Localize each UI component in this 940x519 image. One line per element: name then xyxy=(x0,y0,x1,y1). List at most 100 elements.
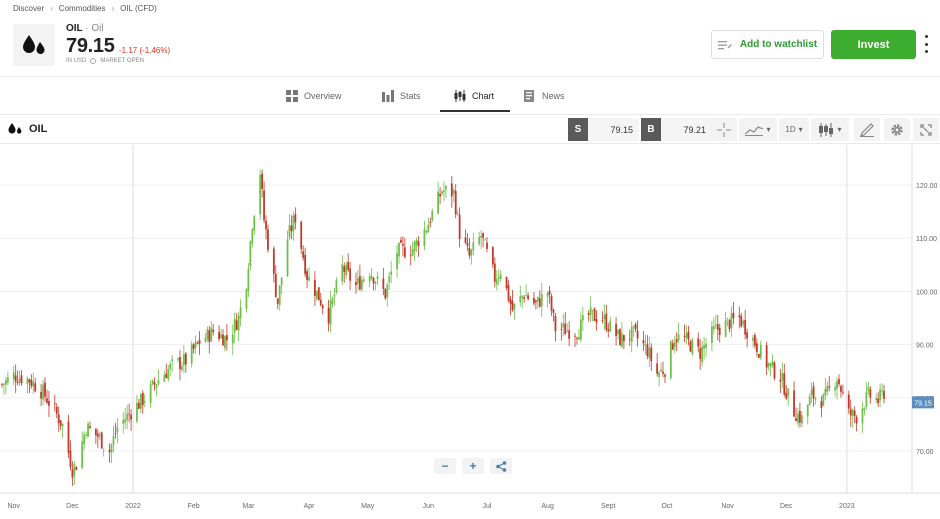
candle-body xyxy=(701,346,704,363)
breadcrumb-current: OIL (CFD) xyxy=(120,4,157,13)
candle-body xyxy=(167,369,170,380)
candle-body xyxy=(149,384,152,404)
more-options-icon[interactable] xyxy=(922,35,930,53)
breadcrumb-discover[interactable]: Discover xyxy=(13,4,45,13)
candle-body xyxy=(480,235,483,238)
candle-body xyxy=(658,372,660,377)
candle-body xyxy=(177,358,179,360)
candle-body xyxy=(523,297,526,299)
draw-tool-button[interactable] xyxy=(854,118,880,141)
candle-body xyxy=(402,244,404,246)
interval-dropdown[interactable]: 1D ▾ xyxy=(779,118,809,141)
expand-button[interactable] xyxy=(913,118,939,141)
candle-body xyxy=(660,369,662,372)
candle-body xyxy=(826,386,829,392)
invest-button[interactable]: Invest xyxy=(831,30,916,59)
candle-body xyxy=(345,265,348,276)
candle-body xyxy=(136,402,138,422)
candle-body xyxy=(26,378,29,385)
sell-price-box[interactable]: S 79.15 xyxy=(568,118,639,141)
toolbar-asset: OIL xyxy=(7,122,47,136)
candle-body xyxy=(662,371,664,374)
candle-body xyxy=(511,300,514,311)
candle-body xyxy=(847,394,850,409)
candle-body xyxy=(431,210,434,221)
buy-price-box[interactable]: B 79.21 xyxy=(641,118,712,141)
candle-body xyxy=(169,363,172,370)
candle-body xyxy=(752,337,754,341)
candle-body xyxy=(308,276,310,281)
candle-body xyxy=(820,401,823,408)
candle-body xyxy=(877,398,880,404)
candle-style-dropdown[interactable]: ▾ xyxy=(811,118,849,141)
x-tick-label: May xyxy=(361,503,375,510)
tab-news[interactable]: News xyxy=(510,80,580,112)
candle-body xyxy=(450,183,453,197)
zoom-in-button[interactable]: + xyxy=(462,458,484,474)
candle-body xyxy=(464,237,467,243)
crosshair-button[interactable] xyxy=(710,118,737,141)
candle-body xyxy=(61,424,64,427)
candle-body xyxy=(382,278,385,289)
candle-body xyxy=(609,320,612,332)
tab-chart[interactable]: Chart xyxy=(440,80,510,112)
x-tick-label: Nov xyxy=(721,503,734,510)
candle-body xyxy=(507,285,510,301)
candle-body xyxy=(648,347,651,359)
chart-toolbar: OIL S 79.15 B 79.21 ▾ 1D ▾ ▾ xyxy=(0,114,940,144)
candle-body xyxy=(552,310,555,313)
candlestick-icon xyxy=(454,90,466,102)
zoom-out-button[interactable]: − xyxy=(434,458,456,474)
candle-body xyxy=(251,229,254,244)
x-tick-label: Dec xyxy=(780,503,793,510)
gear-icon xyxy=(891,123,903,136)
candle-body xyxy=(525,295,528,297)
share-icon xyxy=(495,460,506,472)
candle-body xyxy=(327,307,330,324)
candle-body xyxy=(711,326,713,343)
candle-body xyxy=(208,330,211,342)
candle-body xyxy=(126,413,129,420)
candle-body xyxy=(390,271,393,275)
tab-news-label: News xyxy=(542,91,565,101)
draw-pen-icon xyxy=(860,122,874,137)
candle-body xyxy=(139,393,142,409)
price-chart[interactable]: 70.0080.0090.00100.00110.00120.00NovDec2… xyxy=(0,145,940,514)
candle-body xyxy=(347,262,350,270)
candle-body xyxy=(685,333,688,338)
candle-body xyxy=(452,189,455,194)
candle-body xyxy=(355,282,357,286)
breadcrumb-commodities[interactable]: Commodities xyxy=(58,4,106,13)
candle-body xyxy=(568,330,571,339)
candle-body xyxy=(755,343,758,353)
share-button[interactable] xyxy=(490,458,512,474)
candle-body xyxy=(439,194,441,197)
candle-body xyxy=(5,379,7,385)
candle-body xyxy=(650,347,653,362)
candle-body xyxy=(771,360,774,366)
candle-body xyxy=(578,336,580,340)
tab-overview[interactable]: Overview xyxy=(272,80,368,112)
candle-body xyxy=(730,313,733,329)
interval-label: 1D xyxy=(785,125,796,134)
candle-body xyxy=(560,329,563,330)
candle-body xyxy=(94,428,97,435)
chart-type-dropdown[interactable]: ▾ xyxy=(739,118,777,141)
candle-body xyxy=(800,415,803,424)
tab-stats[interactable]: Stats xyxy=(368,80,440,112)
candle-body xyxy=(124,419,127,423)
candle-body xyxy=(372,277,375,284)
candle-body xyxy=(96,433,99,437)
candle-body xyxy=(664,374,666,377)
news-icon xyxy=(524,90,534,102)
candle-body xyxy=(286,239,289,277)
candle-body xyxy=(155,384,158,388)
candle-body xyxy=(540,294,543,307)
add-to-watchlist-button[interactable]: Add to watchlist xyxy=(711,30,824,59)
candle-body xyxy=(368,276,371,282)
candle-body xyxy=(396,253,398,270)
candle-body xyxy=(607,329,610,332)
candle-body xyxy=(550,296,553,311)
settings-button[interactable] xyxy=(884,118,910,141)
candle-body xyxy=(400,239,402,243)
